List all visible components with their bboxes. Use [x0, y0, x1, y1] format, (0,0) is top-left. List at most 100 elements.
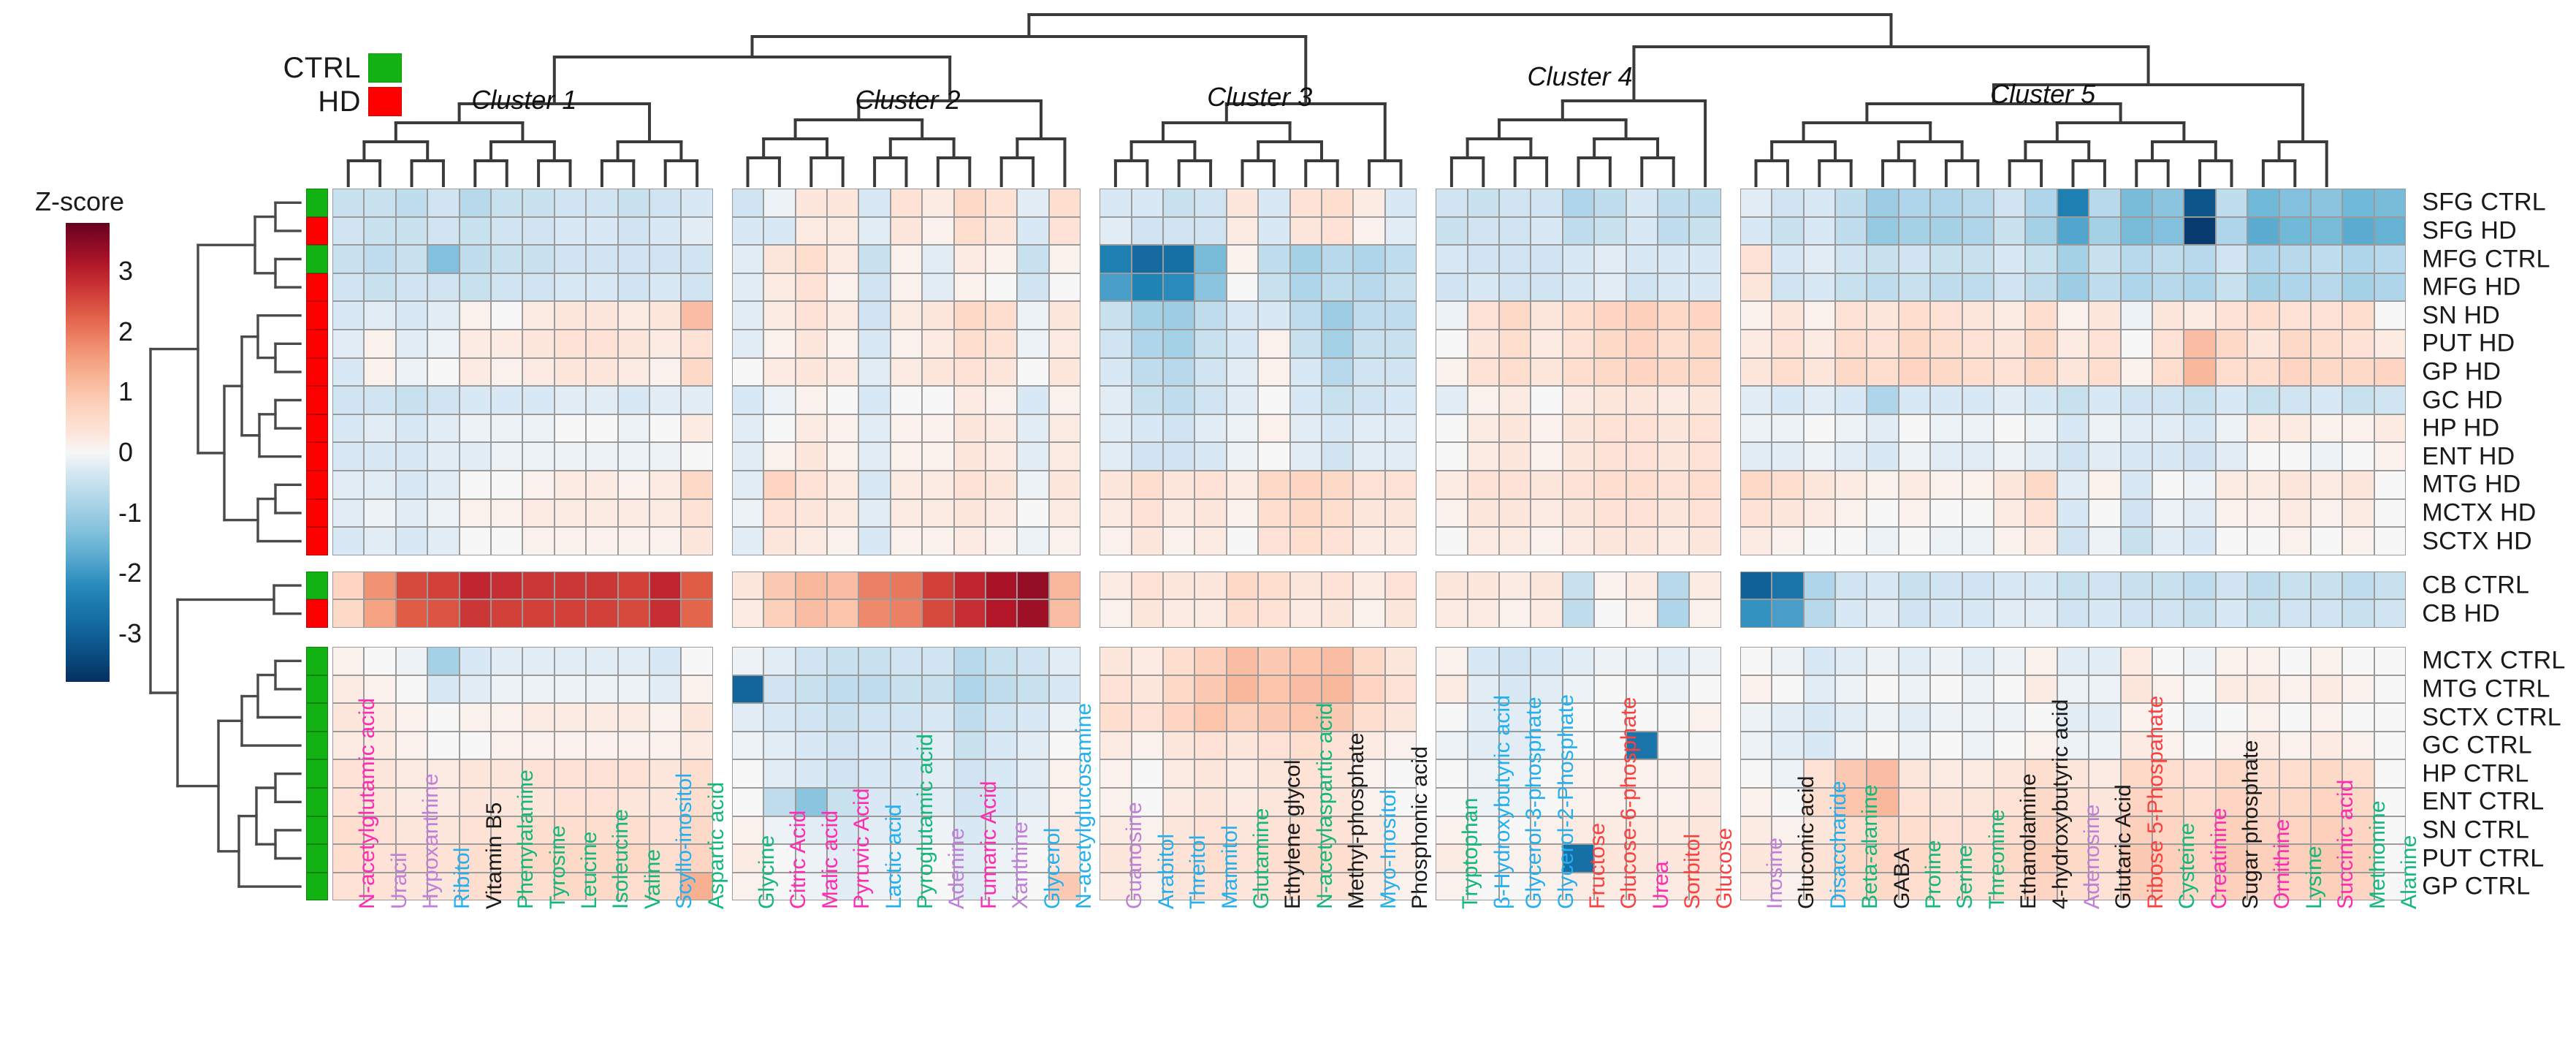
- heatmap-cell: [2215, 675, 2248, 704]
- heatmap-cell: [1436, 844, 1468, 873]
- heatmap-cell: [1100, 498, 1132, 528]
- heatmap-cell: [2120, 731, 2152, 760]
- heatmap-cell: [1962, 844, 1994, 873]
- heatmap-cell: [2311, 216, 2343, 246]
- heatmap-cell: [1689, 386, 1721, 414]
- heatmap-cell: [2152, 703, 2184, 732]
- heatmap-cell: [681, 571, 713, 600]
- heatmap-cell: [1289, 357, 1322, 387]
- heatmap-cell: [649, 189, 682, 217]
- heatmap-cell: [2089, 675, 2121, 704]
- heatmap-cell: [491, 245, 523, 273]
- heatmap-cell: [1562, 731, 1595, 760]
- heatmap-cell: [1131, 675, 1163, 704]
- heatmap-cell: [1867, 216, 1899, 246]
- heatmap-cell: [763, 788, 796, 816]
- heatmap-cell: [2279, 414, 2311, 443]
- heatmap-cell: [1962, 599, 1994, 628]
- heatmap-cell: [2215, 216, 2248, 246]
- heatmap-cell: [617, 844, 649, 873]
- heatmap-cell: [1562, 816, 1595, 845]
- heatmap-cell: [1531, 844, 1563, 873]
- heatmap-cell: [554, 245, 587, 273]
- heatmap-cell: [2184, 788, 2216, 816]
- heatmap-cell: [2215, 759, 2248, 788]
- heatmap-cell: [953, 442, 986, 471]
- heatmap-cell: [332, 647, 365, 675]
- heatmap-cell: [1017, 788, 1049, 816]
- heatmap-cell: [332, 273, 365, 302]
- heatmap-cell: [922, 216, 954, 246]
- heatmap-cell: [1689, 471, 1721, 499]
- heatmap-cell: [522, 273, 555, 302]
- heatmap-cell: [1835, 216, 1867, 246]
- heatmap-cell: [1531, 498, 1563, 528]
- heatmap-cell: [1898, 442, 1931, 471]
- heatmap-cell: [890, 759, 923, 788]
- heatmap-cell: [332, 330, 365, 358]
- heatmap-cell: [1626, 599, 1658, 628]
- heatmap-cell: [427, 273, 460, 302]
- heatmap-cell: [953, 189, 986, 217]
- heatmap-cell: [1467, 414, 1499, 443]
- heatmap-cell: [1322, 844, 1354, 873]
- heatmap-cell: [1626, 301, 1658, 330]
- group-strip-cell: [306, 788, 328, 816]
- heatmap-cell: [1100, 816, 1132, 845]
- heatmap-cell: [2247, 471, 2279, 499]
- heatmap-cell: [1898, 216, 1931, 246]
- heatmap-cell: [922, 571, 954, 600]
- heatmap-cell: [1499, 759, 1531, 788]
- column-label: Hypoxanthine: [419, 773, 443, 910]
- heatmap-cell: [1194, 357, 1227, 387]
- heatmap-cell: [1930, 599, 1962, 628]
- heatmap-cell: [1353, 788, 1385, 816]
- heatmap-cell: [2215, 442, 2248, 471]
- heatmap-cell: [953, 301, 986, 330]
- column-label: Serine: [1953, 845, 1978, 910]
- heatmap-cell: [890, 599, 923, 628]
- heatmap-cell: [1626, 527, 1658, 555]
- heatmap-cell: [1100, 788, 1132, 816]
- heatmap-cell: [953, 330, 986, 358]
- heatmap-cell: [2279, 675, 2311, 704]
- heatmap-cell: [1322, 330, 1354, 358]
- heatmap-cell: [2279, 872, 2311, 901]
- heatmap-cell: [1739, 357, 1772, 387]
- heatmap-cell: [1384, 731, 1417, 760]
- heatmap-cell: [1803, 731, 1835, 760]
- heatmap-cell: [522, 816, 555, 845]
- heatmap-cell: [858, 414, 891, 443]
- heatmap-cell: [1867, 442, 1899, 471]
- heatmap-cell: [2215, 816, 2248, 845]
- heatmap-cell: [1562, 872, 1595, 901]
- heatmap-cell: [1289, 471, 1322, 499]
- column-label: Xanthine: [1008, 821, 1033, 910]
- heatmap-cell: [2374, 442, 2407, 471]
- heatmap-cell: [1384, 527, 1417, 555]
- heatmap-cell: [1384, 872, 1417, 901]
- heatmap-cell: [1436, 301, 1468, 330]
- heatmap-cell: [1499, 301, 1531, 330]
- group-strip-cell: [306, 245, 328, 273]
- heatmap-cell: [1994, 330, 2026, 358]
- heatmap-cell: [332, 759, 365, 788]
- group-strip-cell: [306, 216, 328, 246]
- heatmap-cell: [731, 675, 764, 704]
- heatmap-cell: [795, 442, 827, 471]
- heatmap-cell: [986, 527, 1018, 555]
- heatmap-cell: [795, 498, 827, 528]
- heatmap-cell: [1289, 647, 1322, 675]
- heatmap-cell: [586, 731, 618, 760]
- heatmap-cell: [1835, 816, 1867, 845]
- heatmap-cell: [1353, 527, 1385, 555]
- heatmap-cell: [1289, 571, 1322, 600]
- heatmap-cell: [1353, 442, 1385, 471]
- heatmap-cell: [617, 357, 649, 387]
- heatmap-cell: [1531, 527, 1563, 555]
- heatmap-cell: [2120, 816, 2152, 845]
- heatmap-cell: [1930, 647, 1962, 675]
- heatmap-cell: [2215, 872, 2248, 901]
- heatmap-cell: [2120, 245, 2152, 273]
- heatmap-cell: [1994, 357, 2026, 387]
